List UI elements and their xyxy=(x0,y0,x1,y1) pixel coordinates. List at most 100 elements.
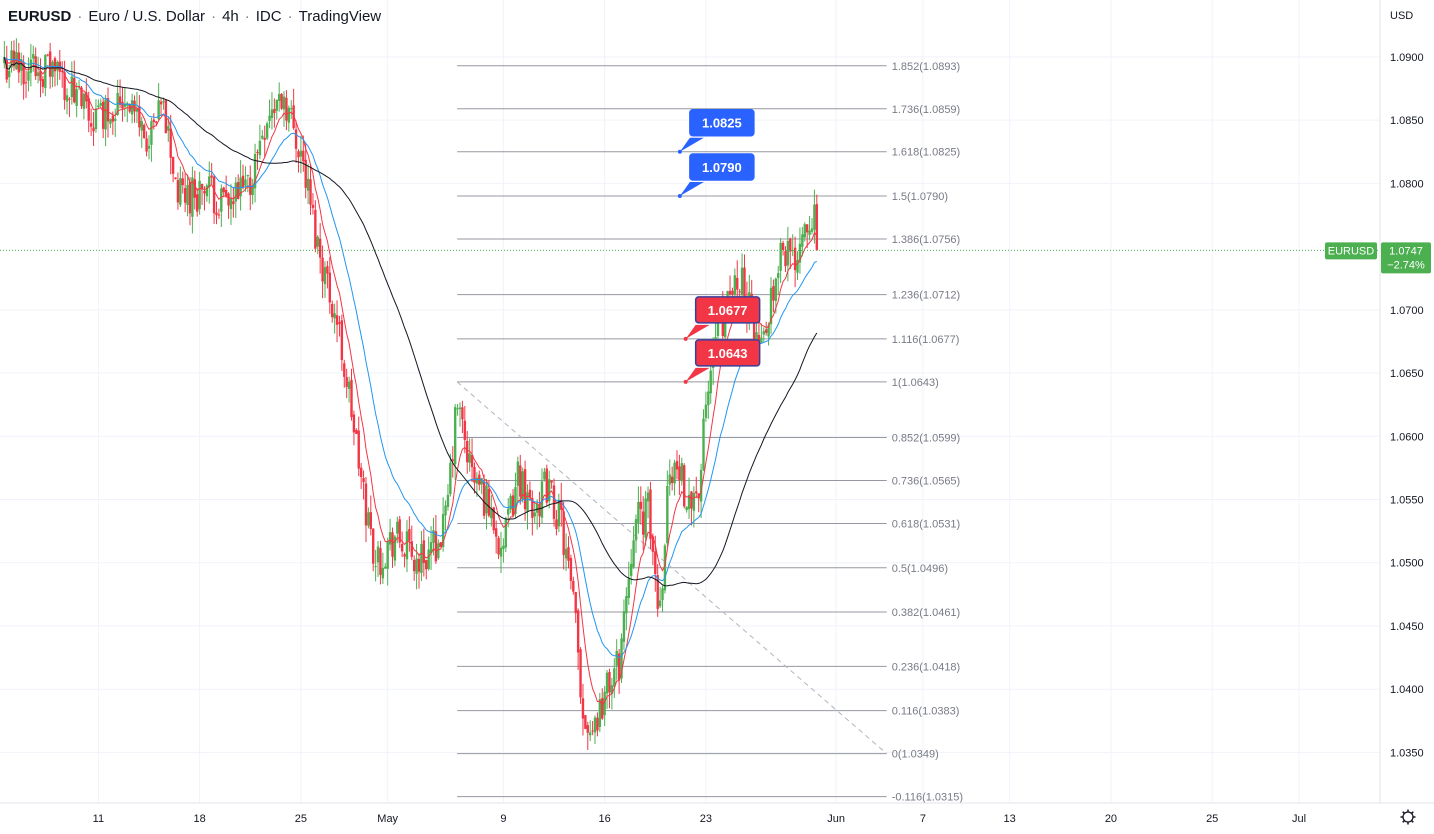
settings-gear-icon[interactable] xyxy=(1400,809,1416,825)
candle-up xyxy=(208,176,211,188)
candle-down xyxy=(757,334,761,343)
callout-pointer xyxy=(679,182,704,197)
candle-down xyxy=(321,257,324,282)
fib-level-label: 0.852(1.0599) xyxy=(892,433,961,445)
candle-up xyxy=(287,107,291,123)
candle-up xyxy=(803,224,806,238)
candle-down xyxy=(400,543,404,552)
candle-down xyxy=(87,98,90,121)
candle-up xyxy=(658,600,662,607)
candle-down xyxy=(224,189,228,196)
price-axis[interactable]: USD 1.0900 1.0850 1.0800 1.0700 1.0650 1.0600 1… xyxy=(1325,0,1434,829)
candle-up xyxy=(29,59,33,73)
interval-label[interactable]: 4h xyxy=(222,8,239,25)
trendline xyxy=(456,381,888,755)
time-tick-label: 18 xyxy=(193,813,205,825)
symbol-name[interactable]: EURUSD xyxy=(8,8,72,25)
fib-level-label: 1(1.0643) xyxy=(892,377,939,389)
candle-down xyxy=(297,151,300,158)
candle-down xyxy=(118,96,122,105)
candle-down xyxy=(196,194,199,212)
candle-up xyxy=(485,485,488,514)
candle-down xyxy=(145,138,148,152)
candle-down xyxy=(494,528,498,537)
candle-down xyxy=(89,123,93,127)
ma-fast-line xyxy=(3,56,818,706)
candle-down xyxy=(171,156,175,174)
candle-up xyxy=(502,545,505,550)
price-tick-label: 1.0500 xyxy=(1390,558,1424,570)
candle-up xyxy=(507,508,510,515)
time-tick-label: 7 xyxy=(920,813,926,825)
candle-up xyxy=(699,469,703,502)
candle-up xyxy=(381,567,385,579)
candle-down xyxy=(670,476,674,483)
candle-down xyxy=(183,188,187,203)
candle-down xyxy=(555,519,558,530)
candle-up xyxy=(644,498,647,538)
candle-up xyxy=(246,175,250,177)
callout-box xyxy=(689,153,755,181)
callout-anchor-dot xyxy=(683,336,688,341)
candle-down xyxy=(391,532,394,557)
time-tick-label: 9 xyxy=(500,813,506,825)
candle-up xyxy=(429,542,433,554)
fib-trendline xyxy=(456,381,888,755)
candle-up xyxy=(386,541,389,569)
candle-down xyxy=(487,489,491,516)
candle-up xyxy=(220,188,223,212)
instrument-description: Euro / U.S. Dollar xyxy=(88,8,206,25)
candle-up xyxy=(367,512,370,526)
candle-up xyxy=(444,505,447,516)
candle-down xyxy=(169,128,172,158)
candle-up xyxy=(20,59,23,71)
candle-down xyxy=(314,209,317,249)
candle-up xyxy=(82,93,86,109)
candle-up xyxy=(521,471,524,500)
price-tick-label: 1.0400 xyxy=(1390,684,1424,696)
price-tick-label: 1.0350 xyxy=(1390,747,1424,759)
price-tick-label: 1.0600 xyxy=(1390,431,1424,443)
candle-up xyxy=(777,273,780,278)
candle-down xyxy=(48,51,52,77)
candle-down xyxy=(133,100,136,112)
candle-down xyxy=(352,414,356,433)
candle-down xyxy=(155,121,158,123)
candle-down xyxy=(106,98,110,122)
candle-down xyxy=(690,491,693,509)
candle-up xyxy=(456,408,459,410)
header-separator: · xyxy=(77,8,83,25)
candle-down xyxy=(61,71,64,73)
candle-up xyxy=(104,99,107,130)
candle-down xyxy=(815,204,819,251)
candle-up xyxy=(51,61,54,77)
fib-level-label: 0.5(1.0496) xyxy=(892,563,948,575)
candle-up xyxy=(323,267,327,285)
candle-up xyxy=(798,243,802,263)
candle-down xyxy=(738,291,741,293)
candle-down xyxy=(656,575,659,609)
candle-down xyxy=(678,466,681,480)
price-tick-label: 1.0800 xyxy=(1390,178,1424,190)
candle-down xyxy=(736,277,739,290)
candle-up xyxy=(437,543,440,559)
candle-down xyxy=(576,610,580,653)
candle-down xyxy=(451,459,454,461)
candle-up xyxy=(786,240,790,266)
candle-up xyxy=(229,197,233,210)
candle-up xyxy=(316,236,319,247)
candle-up xyxy=(704,404,708,418)
callout-anchor-dot xyxy=(683,379,688,384)
candle-up xyxy=(514,487,517,514)
current-price-label: 1.0747 xyxy=(1389,245,1423,257)
callout-box xyxy=(694,296,761,324)
candle-down xyxy=(482,481,486,516)
candle-down xyxy=(731,290,734,295)
time-axis[interactable]: 11 18 25 May 9 16 23 Jun 7 13 20 25 Jul xyxy=(0,802,1434,829)
candle-up xyxy=(27,71,30,81)
candle-down xyxy=(227,193,230,206)
fib-level-label: 1.852(1.0893) xyxy=(892,61,961,73)
candle-down xyxy=(434,531,438,562)
